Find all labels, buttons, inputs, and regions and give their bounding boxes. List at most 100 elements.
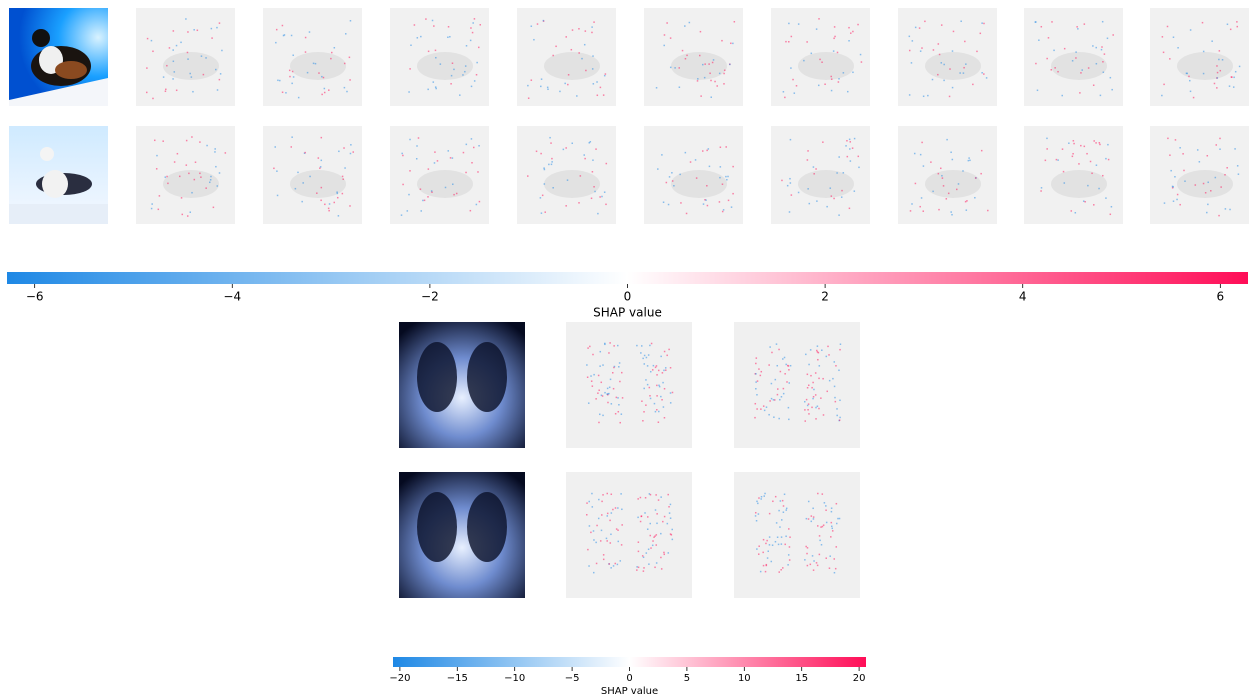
speck [815, 407, 817, 409]
speck [452, 184, 454, 186]
speck [1238, 173, 1240, 175]
speck [782, 358, 784, 360]
speck [763, 405, 765, 407]
speck [804, 409, 806, 411]
speck [924, 21, 926, 23]
speck [706, 150, 708, 152]
speck [186, 164, 188, 166]
speck [571, 49, 573, 51]
speck [816, 28, 818, 30]
speck [679, 174, 681, 176]
speck [723, 83, 725, 85]
speck [210, 179, 212, 181]
shap-map [390, 126, 489, 224]
speck [165, 89, 167, 91]
speck [1110, 214, 1112, 216]
speck [1075, 57, 1077, 59]
speck [613, 345, 615, 347]
speck [1099, 142, 1101, 144]
speck [313, 63, 315, 65]
speck [755, 363, 757, 365]
speck [839, 400, 841, 402]
speck [324, 204, 326, 206]
speck [758, 497, 760, 499]
speck [836, 546, 838, 548]
speck [662, 521, 664, 523]
input-image [9, 126, 108, 224]
speck [225, 152, 227, 154]
speck [1073, 140, 1075, 142]
speck [679, 86, 681, 88]
speck [645, 404, 647, 406]
speck [781, 180, 783, 182]
speck [533, 39, 535, 41]
speck [756, 394, 758, 396]
speck [277, 80, 279, 82]
speck [320, 166, 322, 168]
speck [824, 84, 826, 86]
speck [1217, 72, 1219, 74]
speck [1100, 95, 1102, 97]
speck [649, 493, 651, 495]
speck [273, 168, 275, 170]
speck [852, 31, 854, 33]
speck [401, 214, 403, 216]
speck [963, 67, 965, 69]
speck [843, 172, 845, 174]
speck [807, 409, 809, 411]
speck [662, 382, 664, 384]
speck [655, 494, 657, 496]
speck [407, 210, 409, 212]
speck [966, 200, 968, 202]
speck [807, 374, 809, 376]
speck [959, 72, 961, 74]
speck [295, 188, 297, 190]
speck [338, 215, 340, 217]
speck [656, 513, 658, 515]
speck [593, 21, 595, 23]
speck [565, 205, 567, 207]
speck [1237, 26, 1239, 28]
speck [962, 170, 964, 172]
speck [843, 72, 845, 74]
speck [282, 92, 284, 94]
speck [771, 352, 773, 354]
input-image [9, 8, 108, 106]
speck [832, 530, 834, 532]
speck [664, 388, 666, 390]
speck [591, 32, 593, 33]
speck [838, 156, 840, 158]
speck [656, 385, 658, 387]
speck [156, 155, 158, 157]
speck [805, 546, 807, 548]
speck [839, 518, 841, 520]
speck [615, 563, 617, 565]
speck [586, 502, 588, 504]
speck [788, 528, 790, 530]
speck [563, 149, 565, 151]
speck [433, 81, 435, 83]
speck [758, 513, 760, 515]
speck [930, 161, 932, 163]
speck [154, 140, 156, 142]
speck [756, 548, 758, 550]
speck [975, 177, 977, 179]
speck [541, 212, 543, 214]
speck [199, 141, 201, 143]
speck [817, 345, 819, 347]
speck [670, 367, 672, 369]
speck [1170, 170, 1172, 172]
speck [565, 147, 567, 149]
speck [839, 417, 841, 419]
speck [211, 37, 213, 39]
speck [217, 89, 219, 91]
speck [531, 25, 533, 27]
shap-map [898, 8, 997, 106]
speck [338, 151, 340, 153]
gull-body [42, 170, 68, 198]
speck [189, 73, 191, 75]
speck [810, 349, 812, 351]
speck [609, 520, 611, 522]
speck [182, 214, 184, 216]
speck [604, 392, 606, 394]
